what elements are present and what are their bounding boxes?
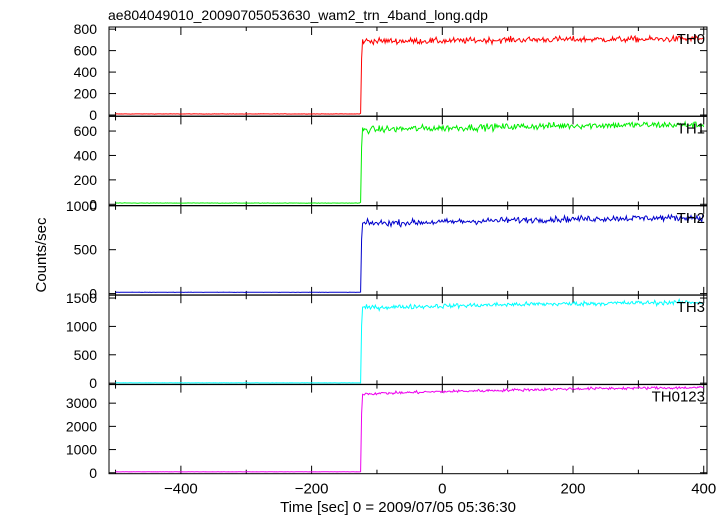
y-tick-label: 1000 xyxy=(66,442,97,458)
y-tick-label: 600 xyxy=(74,43,98,59)
y-tick-label: 0 xyxy=(89,375,97,391)
x-tick-label: −200 xyxy=(295,481,329,498)
band-label-th3: TH3 xyxy=(677,299,705,316)
light-curve-th0 xyxy=(115,34,704,115)
y-tick-label: 800 xyxy=(74,21,98,37)
light-curve-th1 xyxy=(115,120,705,204)
y-tick-label: 400 xyxy=(74,147,98,163)
panel-th2: 0 500 1000 TH2 xyxy=(66,198,708,302)
panel-frame xyxy=(108,384,708,475)
y-tick-label: 1000 xyxy=(66,318,97,334)
y-tick-label: 2000 xyxy=(66,418,97,434)
band-label-th0: TH0 xyxy=(677,31,705,48)
panel-frame xyxy=(108,26,708,117)
x-tick-label: 400 xyxy=(691,481,716,498)
y-tick-label: 0 xyxy=(89,107,97,123)
x-tick-label: 0 xyxy=(438,481,446,498)
x-tick-label: 200 xyxy=(561,481,586,498)
band-label-th1: TH1 xyxy=(677,120,705,137)
light-curve-th3 xyxy=(115,297,704,384)
y-axis-label: Counts/sec xyxy=(33,217,50,293)
y-tick-label: 0 xyxy=(89,286,97,302)
light-curve-th2 xyxy=(115,213,705,294)
y-tick-label: 3000 xyxy=(66,395,97,411)
y-tick-label: 200 xyxy=(74,172,98,188)
y-tick-label: 0 xyxy=(89,196,97,212)
band-label-th0123: TH0123 xyxy=(652,389,705,406)
y-tick-label: 200 xyxy=(74,86,98,102)
y-tick-label: 400 xyxy=(74,64,98,80)
y-tick-label: 1000 xyxy=(66,198,97,214)
y-tick-label: 500 xyxy=(74,242,98,258)
y-tick-label: 1500 xyxy=(66,290,97,306)
chart-title: ae804049010_20090705053630_wam2_trn_4ban… xyxy=(108,7,488,23)
panels-group: 0 200 400 600 800 TH0 0 200 400 600 TH1 0 500 1000 TH2… xyxy=(66,21,716,498)
panel-frame xyxy=(108,294,708,385)
panel-frame xyxy=(108,205,708,296)
panel-th0123: 0 1000 2000 3000 TH0123 −400 −200 0 200 400 xyxy=(66,384,716,498)
panel-th1: 0 200 400 600 TH1 xyxy=(74,115,708,212)
x-tick-label: −400 xyxy=(164,481,198,498)
y-tick-label: 600 xyxy=(74,123,98,139)
x-axis-label: Time [sec] 0 = 2009/07/05 05:36:30 xyxy=(280,499,516,516)
panel-th3: 0 500 1000 1500 TH3 xyxy=(66,290,708,391)
y-tick-label: 500 xyxy=(74,347,98,363)
panel-th0: 0 200 400 600 800 TH0 xyxy=(74,21,708,123)
band-label-th2: TH2 xyxy=(677,210,705,227)
light-curve-th0123 xyxy=(115,385,704,473)
y-tick-label: 0 xyxy=(89,465,97,481)
